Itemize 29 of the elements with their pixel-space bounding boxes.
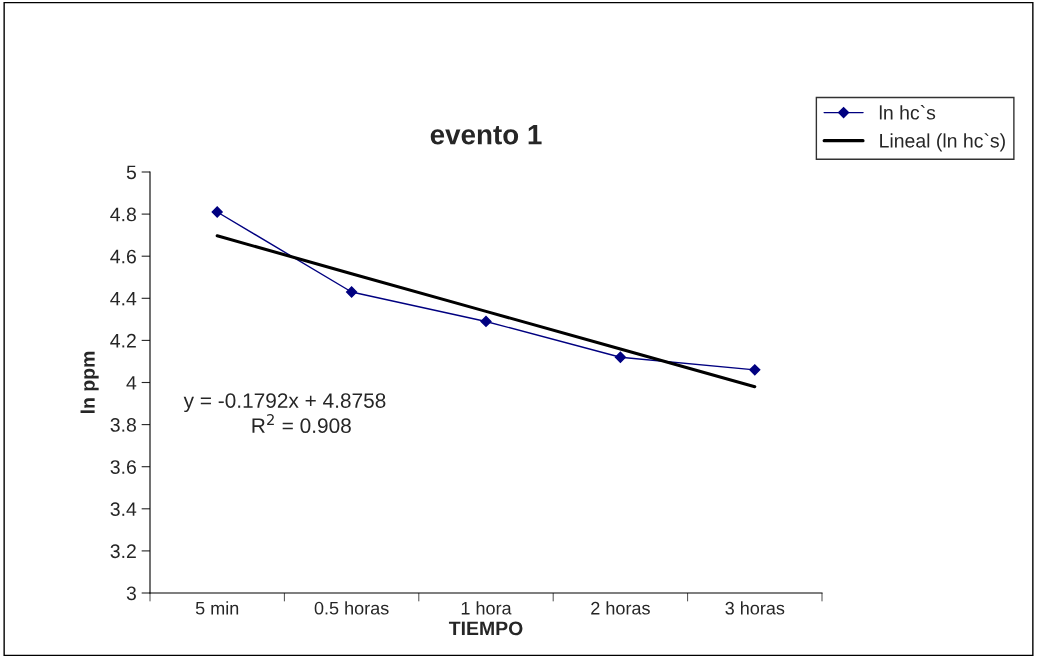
annotation: R$^{2}$ = 0.908 (252, 414, 351, 434)
y-axis-title: ln ppm (80, 351, 99, 413)
y-tick-label: 4 (126, 376, 137, 390)
x-tick-label: 3 horas (725, 601, 785, 615)
point (749, 364, 761, 376)
legend-label: Lineal (ln hc`s) (880, 133, 1005, 152)
point (614, 351, 627, 363)
y-tick-label: 4.6 (110, 249, 136, 264)
y-tick-label: 3.6 (110, 460, 136, 474)
x-tick-label: 5 min (195, 601, 239, 615)
x-tick-label: 1 hora (461, 601, 512, 615)
y-tick-label: 3.2 (110, 544, 136, 559)
y-tick-label: 4.2 (110, 333, 136, 348)
point (211, 206, 223, 218)
point (480, 315, 492, 328)
x-tick-label: 0.5 horas (314, 601, 389, 615)
y-tick-label: 4.4 (110, 291, 137, 306)
line-series (215, 234, 757, 389)
y-tick-label: 3 (126, 586, 136, 601)
x-axis-title: TIEMPO (448, 621, 523, 636)
y-tick-label: 3.4 (110, 502, 137, 517)
legend-label: ln hc`s (879, 105, 936, 120)
chart-title: evento 1 (430, 125, 542, 145)
point (345, 286, 358, 298)
y-tick-label: 4.8 (110, 207, 136, 222)
annotation: y = -0.1792x + 4.8758 (183, 393, 386, 413)
y-tick-label: 3.8 (110, 418, 136, 432)
y-tick-label: 5 (126, 165, 136, 180)
x-tick-label: 2 horas (591, 601, 650, 615)
